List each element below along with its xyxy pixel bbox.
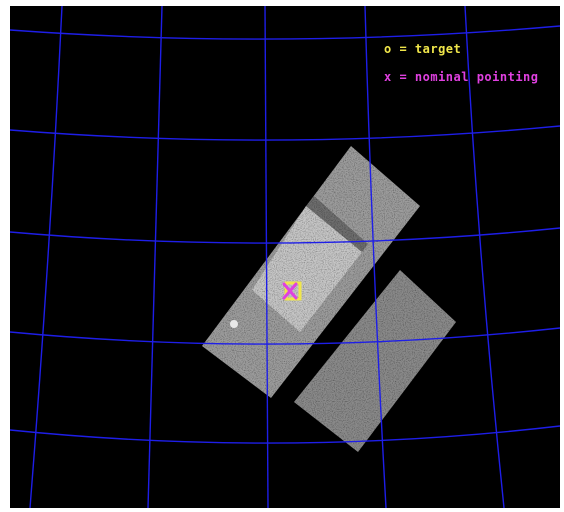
bright-star bbox=[230, 320, 238, 328]
legend-pointing: x = nominal pointing bbox=[384, 70, 539, 84]
sky-image: o = target x = nominal pointing bbox=[10, 6, 560, 508]
legend-target: o = target bbox=[384, 42, 461, 56]
